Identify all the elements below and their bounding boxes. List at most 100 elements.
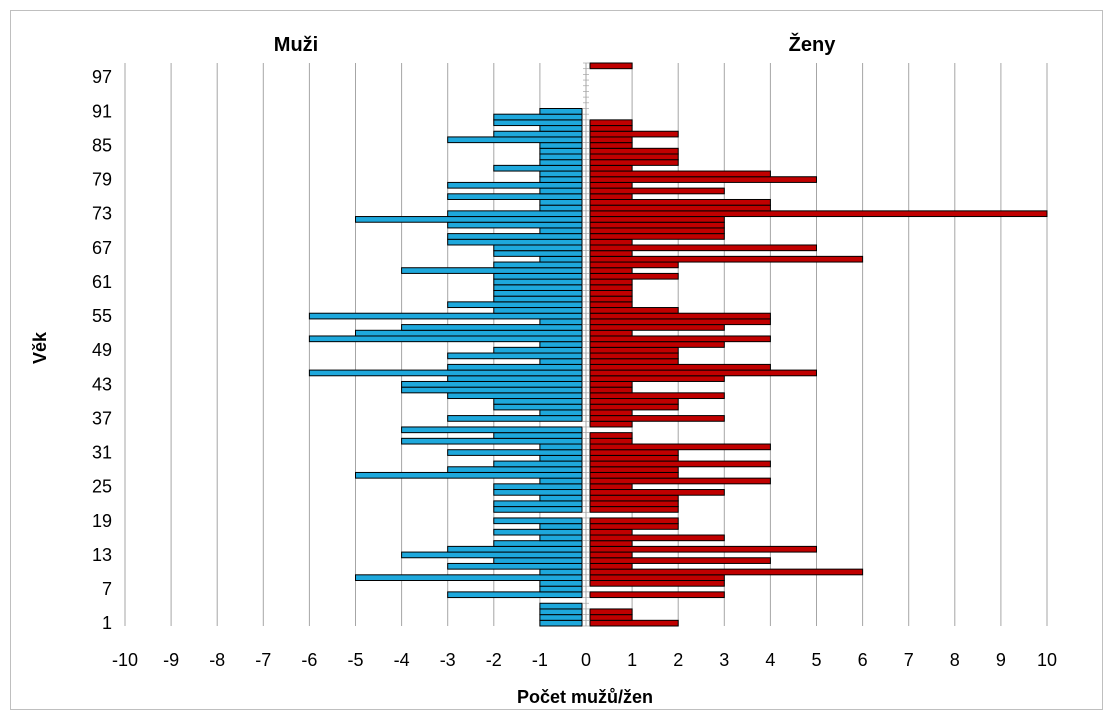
y-tick-labels: 1 7 13 19 25 31 37 43 49 55 61 67 73 79 85 91 97 (92, 67, 112, 633)
bar-men (539, 176, 583, 183)
bar-men (493, 307, 583, 314)
x-tick-label: 10 (1037, 650, 1057, 670)
bar-women (589, 289, 633, 297)
x-tick-label: -10 (112, 650, 138, 670)
bar-men (539, 187, 583, 195)
bar-men (447, 363, 583, 371)
x-tick-label: -2 (486, 650, 502, 670)
bar-men (355, 329, 583, 337)
x-tick-label: -4 (394, 650, 410, 670)
bar-men (539, 477, 583, 485)
bar-men (355, 216, 583, 223)
bar-women (589, 198, 771, 206)
bar-women (589, 500, 679, 508)
bar-men (539, 568, 583, 576)
bar-women (589, 341, 725, 348)
bar-women (589, 267, 633, 274)
x-tick-label: -1 (532, 650, 548, 670)
bar-women (589, 483, 633, 491)
bar-men (493, 295, 583, 303)
bar-women (589, 329, 633, 337)
bar-men (308, 335, 583, 343)
bar-men (493, 517, 583, 525)
bar-men (539, 318, 583, 326)
bar-women (589, 432, 633, 439)
bar-women (589, 324, 725, 331)
bar-men (401, 426, 583, 434)
x-tick-label: 2 (673, 650, 683, 670)
bar-women (589, 477, 771, 485)
bar-men (493, 489, 583, 496)
bar-men (447, 375, 583, 382)
x-axis-title: Počet mužů/žen (517, 687, 653, 707)
bar-women (589, 562, 633, 570)
bar-men (539, 443, 583, 451)
x-tick-label: -5 (347, 650, 363, 670)
bar-women (589, 540, 633, 547)
bar-women (589, 272, 679, 280)
bar-women (589, 568, 864, 576)
bar-men (539, 619, 583, 627)
bar-women (589, 255, 864, 263)
y-tick-label: 79 (92, 170, 112, 190)
bar-women (589, 261, 679, 269)
bar-men (539, 580, 583, 587)
bar-men (539, 125, 583, 132)
y-tick-label: 19 (92, 511, 112, 531)
y-tick-label: 37 (92, 408, 112, 428)
x-tick-label: -8 (209, 650, 225, 670)
bar-men (401, 380, 583, 388)
x-tick-label: 8 (950, 650, 960, 670)
bar-men (539, 153, 583, 161)
bar-men (539, 585, 583, 593)
bar-men (539, 170, 583, 178)
bar-men (447, 301, 583, 309)
center-axis (583, 62, 589, 627)
bar-men (539, 159, 583, 166)
bar-men (447, 352, 583, 360)
x-tick-label: 1 (627, 650, 637, 670)
x-tick-label: -9 (163, 650, 179, 670)
bar-men (539, 534, 583, 542)
bar-women (589, 454, 679, 462)
x-tick-label: 6 (858, 650, 868, 670)
y-tick-label: 55 (92, 306, 112, 326)
y-tick-label: 91 (92, 101, 112, 121)
bar-men (539, 198, 583, 206)
bar-women (589, 415, 725, 422)
bar-men (401, 386, 583, 394)
bar-women (589, 210, 1048, 218)
x-tick-label: -6 (301, 650, 317, 670)
y-tick-label: 25 (92, 477, 112, 497)
bar-women (589, 460, 771, 468)
y-axis-title: Věk (30, 331, 50, 364)
women-heading: Ženy (789, 32, 837, 56)
bar-women (589, 369, 817, 377)
bar-men (493, 164, 583, 172)
bar-women (589, 284, 633, 291)
bar-men (355, 574, 583, 582)
bar-women (589, 233, 725, 240)
bar-men (493, 346, 583, 354)
bar-women (589, 557, 771, 564)
bar-women (589, 375, 725, 382)
bar-women (589, 443, 771, 451)
y-tick-label: 67 (92, 238, 112, 258)
bar-women (589, 62, 633, 70)
bar-women (589, 142, 633, 149)
bar-women (589, 307, 679, 314)
bar-women (589, 136, 633, 144)
bar-women (589, 187, 725, 195)
bar-men (493, 250, 583, 257)
bar-men (539, 255, 583, 263)
y-tick-label: 49 (92, 340, 112, 360)
bar-women (589, 523, 679, 530)
bar-women (589, 193, 633, 200)
bar-men (493, 540, 583, 547)
x-tick-label: 4 (765, 650, 775, 670)
x-tick-label: 3 (719, 650, 729, 670)
bar-men (539, 602, 583, 610)
bar-women (589, 153, 679, 161)
bar-women (589, 363, 771, 371)
